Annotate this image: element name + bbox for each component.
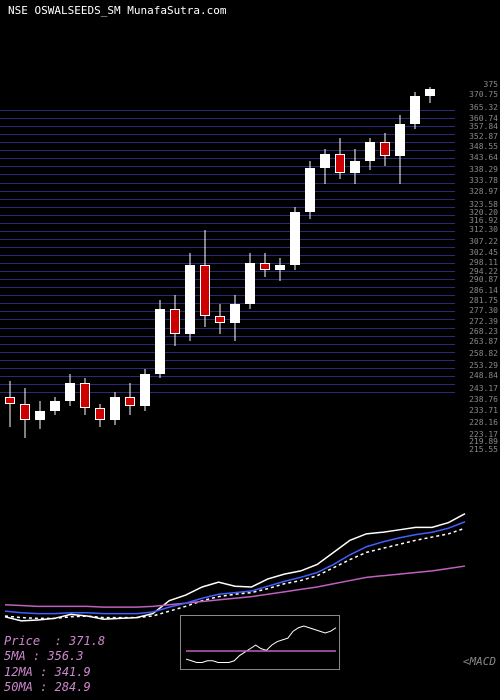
price-value: 371.8 [69, 634, 105, 648]
ma12-label: 12MA [4, 665, 33, 679]
y-axis-label: 253.29 [469, 361, 498, 370]
signal-line [5, 522, 465, 614]
5MA-line [5, 514, 465, 621]
y-axis-label: 357.84 [469, 122, 498, 131]
y-axis-label: 215.55 [469, 445, 498, 454]
ma5-line: 5MA : 356.3 [4, 649, 105, 665]
y-axis-label: 370.75 [469, 90, 498, 99]
y-axis-label: 333.78 [469, 176, 498, 185]
y-axis-label: 281.75 [469, 296, 498, 305]
y-axis-label: 228.16 [469, 418, 498, 427]
ma50-label: 50MA [4, 680, 33, 694]
y-axis-label: 343.64 [469, 153, 498, 162]
y-axis-label: 316.92 [469, 216, 498, 225]
y-axis-label: 312.30 [469, 225, 498, 234]
y-axis-label: 243.17 [469, 384, 498, 393]
y-axis-label: 328.97 [469, 187, 498, 196]
price-label: Price [4, 634, 40, 648]
y-axis-label: 302.45 [469, 248, 498, 257]
y-axis-label: 233.71 [469, 406, 498, 415]
y-axis-label: 338.29 [469, 165, 498, 174]
ma50-value: 284.9 [55, 680, 91, 694]
y-axis-label: 238.76 [469, 395, 498, 404]
y-axis-label: 268.23 [469, 327, 498, 336]
y-axis-label: 352.87 [469, 132, 498, 141]
ma5-label: 5MA [4, 649, 26, 663]
macd-svg [181, 616, 341, 671]
y-axis-label: 272.39 [469, 317, 498, 326]
chart-container: NSE OSWALSEEDS_SM MunafaSutra.com 375370… [0, 0, 500, 700]
ma5-value: 356.3 [47, 649, 83, 663]
y-axis-labels: 375370.75365.32360.74357.84352.87348.553… [455, 80, 500, 450]
y-axis-label: 258.82 [469, 349, 498, 358]
y-axis-label: 348.55 [469, 142, 498, 151]
ma12-value: 341.9 [55, 665, 91, 679]
candlesticks [0, 80, 455, 450]
y-axis-label: 277.30 [469, 306, 498, 315]
y-axis-label: 365.32 [469, 103, 498, 112]
ma12-line: 12MA : 341.9 [4, 665, 105, 681]
macd-inset-chart [180, 615, 340, 670]
y-axis-label: 263.87 [469, 337, 498, 346]
price-line: Price : 371.8 [4, 634, 105, 650]
y-axis-label: 290.87 [469, 275, 498, 284]
y-axis-label: 307.22 [469, 237, 498, 246]
macd-label: <MACD [463, 655, 496, 668]
12MA-line [5, 528, 465, 618]
y-axis-label: 286.14 [469, 286, 498, 295]
y-axis-label: 248.84 [469, 371, 498, 380]
price-info-box: Price : 371.8 5MA : 356.3 12MA : 341.9 5… [4, 634, 105, 696]
ma50-line: 50MA : 284.9 [4, 680, 105, 696]
main-candlestick-chart [0, 80, 455, 450]
y-axis-label: 298.11 [469, 258, 498, 267]
y-axis-label: 375 [484, 80, 498, 89]
chart-title: NSE OSWALSEEDS_SM MunafaSutra.com [8, 4, 227, 17]
